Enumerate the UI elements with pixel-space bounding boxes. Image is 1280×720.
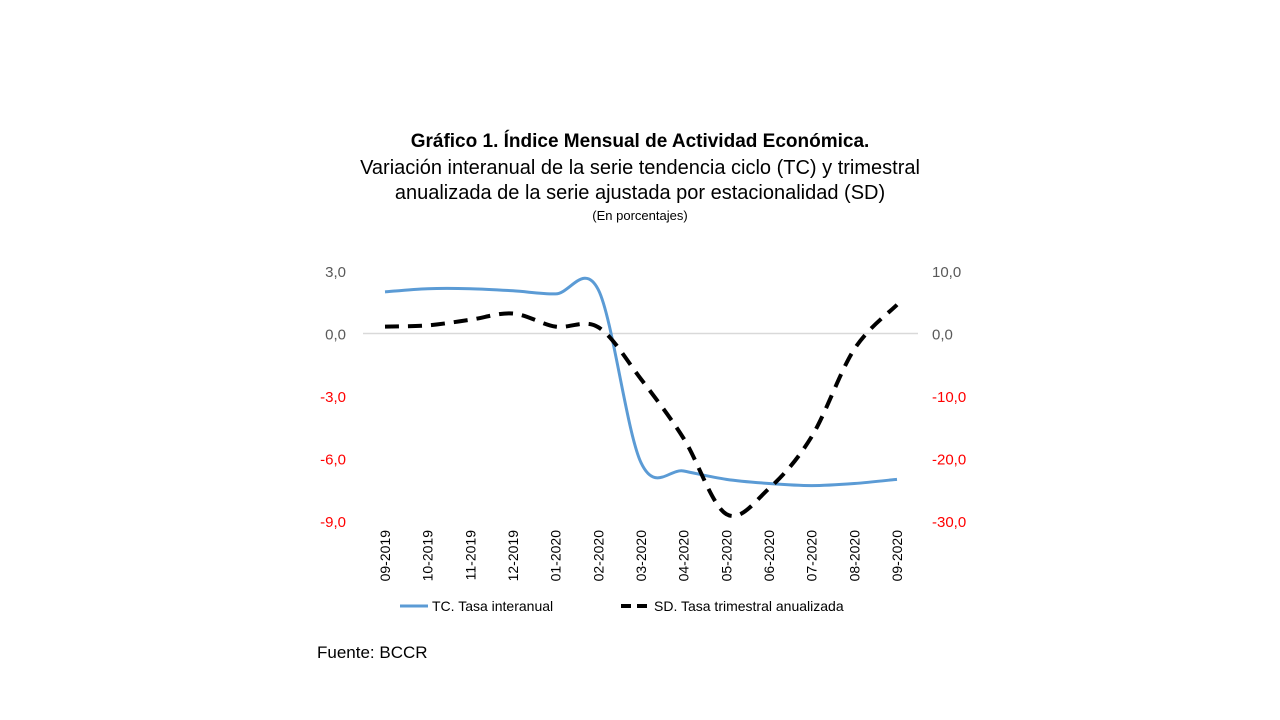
left-tick-label: -3,0 bbox=[320, 389, 346, 406]
legend-label-sd: SD. Tasa trimestral anualizada bbox=[654, 598, 844, 614]
chart-subtitle-2: anualizada de la serie ajustada por esta… bbox=[394, 182, 886, 204]
x-tick-label: 01-2020 bbox=[548, 530, 564, 582]
series-line-tc bbox=[384, 276, 898, 488]
x-tick-label: 05-2020 bbox=[718, 530, 734, 582]
left-tick-label: -6,0 bbox=[320, 452, 346, 469]
x-tick-label: 04-2020 bbox=[676, 530, 692, 582]
right-tick-label: -30,0 bbox=[932, 514, 966, 531]
x-tick-label: 11-2019 bbox=[462, 530, 478, 581]
left-tick-label: 0,0 bbox=[325, 327, 346, 344]
right-tick-label: 0,0 bbox=[932, 327, 953, 344]
chart-unit: (En porcentajes) bbox=[592, 208, 688, 223]
right-tick-label: -20,0 bbox=[932, 452, 966, 469]
x-tick-label: 08-2020 bbox=[846, 530, 862, 582]
x-tick-label: 09-2019 bbox=[377, 530, 393, 582]
right-tick-label: 10,0 bbox=[932, 264, 961, 281]
x-tick-label: 03-2020 bbox=[633, 530, 649, 582]
left-tick-label: -9,0 bbox=[320, 514, 346, 531]
x-tick-label: 10-2019 bbox=[420, 530, 436, 582]
chart-subtitle-1: Variación interanual de la serie tendenc… bbox=[360, 157, 920, 179]
legend-label-tc: TC. Tasa interanual bbox=[432, 598, 553, 614]
x-tick-label: 09-2020 bbox=[889, 530, 905, 582]
x-tick-label: 07-2020 bbox=[804, 530, 820, 582]
left-tick-label: 3,0 bbox=[325, 264, 346, 281]
x-tick-label: 12-2019 bbox=[505, 530, 521, 582]
source-note: Fuente: BCCR bbox=[317, 643, 428, 662]
series-line-sd bbox=[384, 303, 899, 518]
x-tick-label: 06-2020 bbox=[761, 530, 777, 582]
right-tick-label: -10,0 bbox=[932, 389, 966, 406]
x-tick-label: 02-2020 bbox=[590, 530, 606, 582]
chart-title: Gráfico 1. Índice Mensual de Actividad E… bbox=[410, 131, 870, 152]
